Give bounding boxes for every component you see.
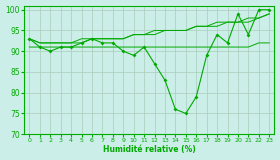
X-axis label: Humidité relative (%): Humidité relative (%) (103, 145, 196, 154)
